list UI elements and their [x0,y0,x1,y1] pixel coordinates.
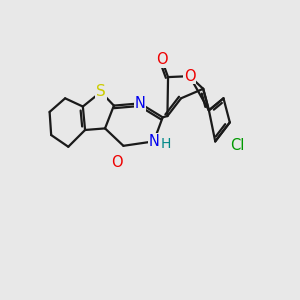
Text: S: S [96,85,106,100]
Text: O: O [156,52,167,67]
Text: N: N [134,96,145,111]
Text: H: H [160,137,171,151]
Text: O: O [111,155,123,170]
Text: Cl: Cl [230,138,244,153]
Text: O: O [184,69,195,84]
Text: N: N [148,134,159,149]
